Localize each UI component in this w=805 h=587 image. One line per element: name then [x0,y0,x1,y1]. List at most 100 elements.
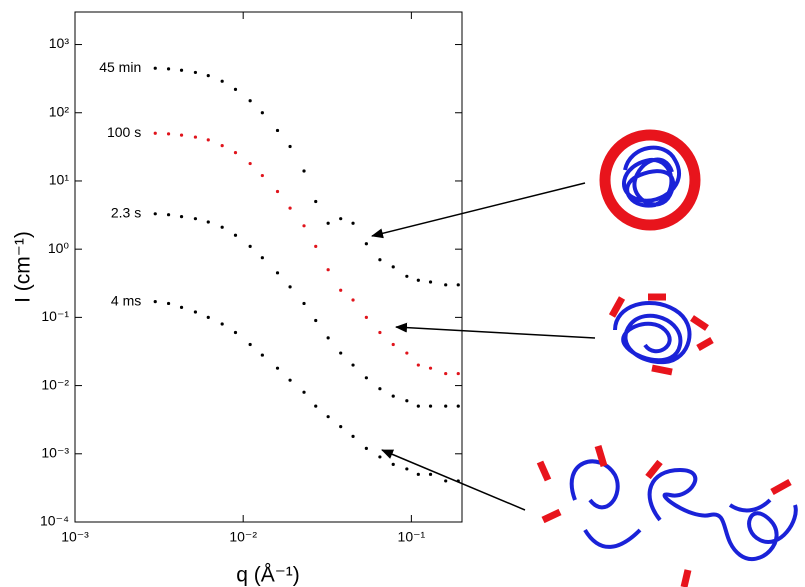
data-point [444,404,448,408]
data-point [193,135,198,139]
data-point [351,298,355,302]
data-point [275,366,280,370]
data-point [248,244,252,248]
data-point [416,278,420,282]
data-point [166,213,171,217]
data-point [288,378,292,382]
arrow [371,182,586,239]
data-point [193,217,198,221]
series-label: 45 min [99,59,141,75]
illustration-micelle [599,129,701,231]
data-point [220,143,224,148]
arrow [381,449,526,511]
data-point [206,138,210,142]
data-point [405,399,409,403]
y-tick-label: 10² [49,103,70,119]
y-axis-title: I (cm⁻¹) [12,231,35,303]
data-point [153,131,157,135]
data-point [233,87,238,91]
data-point [378,330,382,335]
x-axis-title: q (Å⁻¹) [236,564,300,587]
data-point [314,199,318,204]
data-point [302,390,306,394]
data-point [275,271,280,275]
data-point [364,376,368,380]
data-point [220,225,224,229]
data-point [378,455,382,459]
data-point [416,363,420,367]
data-point [314,404,318,408]
data-point [233,151,238,155]
data-point [179,133,184,137]
data-point [233,233,238,237]
data-point [351,221,355,225]
data-point [193,310,198,314]
data-point [166,132,171,136]
data-point [302,169,306,173]
x-tick-label: 10⁻³ [61,529,89,545]
data-point [391,342,395,347]
data-point [326,336,330,340]
data-point [206,74,210,78]
data-point [456,479,460,483]
data-point [391,462,395,466]
data-point [391,265,395,269]
y-tick-label: 10⁻⁴ [40,513,69,529]
data-point [364,242,368,246]
data-point [179,68,184,72]
data-point [405,351,409,355]
data-point [260,353,264,357]
data-point [378,387,382,391]
data-point [428,280,433,284]
illustration-partial [608,293,714,376]
y-tick-label: 10¹ [49,172,70,188]
data-point [378,258,382,262]
data-point [288,285,292,289]
y-tick-label: 10⁰ [48,240,70,256]
y-tick-label: 10³ [49,35,70,51]
data-point [351,363,355,367]
data-point [179,305,184,310]
data-point [275,128,280,133]
data-point [339,288,343,292]
data-point [220,322,224,326]
data-point [326,221,330,225]
data-point [179,215,184,219]
x-tick-label: 10⁻¹ [398,529,426,545]
y-tick-label: 10⁻¹ [41,308,69,324]
data-point [428,366,433,370]
data-point [456,371,460,376]
data-point [444,479,448,483]
data-point [351,434,355,438]
data-point [248,161,252,166]
data-point [288,144,292,149]
data-point [302,301,306,306]
plot-frame [74,11,463,523]
data-point [153,300,157,304]
data-point [326,268,330,272]
data-point [206,315,210,319]
data-point [391,394,395,398]
data-point [288,206,292,210]
data-point [456,283,460,287]
data-point [364,315,368,319]
data-point [444,371,448,376]
x-tick-label: 10⁻² [229,529,257,545]
data-point [193,70,198,75]
data-point [248,342,252,347]
series-label: 4 ms [111,292,141,308]
data-point [416,404,420,408]
data-point [456,404,460,408]
data-point [206,220,210,224]
illustration-unimers [536,444,798,587]
data-point [220,79,224,83]
data-point [444,283,448,287]
data-point [260,173,264,178]
data-point [260,111,264,115]
data-point [233,330,238,335]
data-point [339,217,343,221]
data-point [153,212,157,216]
y-tick-label: 10⁻² [41,376,69,392]
data-point [364,446,368,450]
data-point [314,244,318,248]
